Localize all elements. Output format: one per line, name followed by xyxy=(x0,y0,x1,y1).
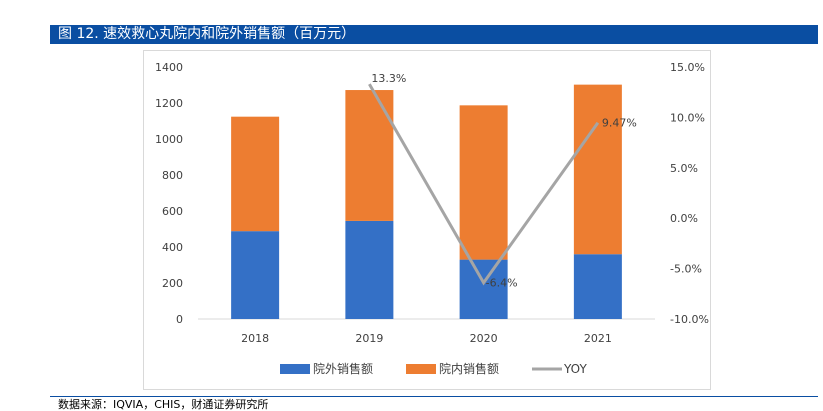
legend-label-outpatient: 院外销售额 xyxy=(313,361,373,376)
bar-inpatient-2021 xyxy=(573,84,622,255)
yoy-data-label: 9.47% xyxy=(602,117,637,130)
yoy-data-label: 13.3% xyxy=(371,72,406,85)
y-left-tick-label: 1400 xyxy=(155,61,183,74)
yoy-line xyxy=(368,83,600,286)
source-divider xyxy=(50,396,818,397)
y-left-tick-label: 400 xyxy=(162,241,183,254)
bar-outpatient-2020 xyxy=(459,259,508,319)
figure-title: 图 12. 速效救心丸院内和院外销售额（百万元） xyxy=(58,26,356,42)
chart-frame xyxy=(143,50,711,390)
y-right-tick-label: 0.0% xyxy=(670,212,698,225)
y-right-tick-label: 15.0% xyxy=(670,61,705,74)
x-tick-label: 2019 xyxy=(355,332,383,345)
source-note: 数据来源：IQVIA，CHIS，财通证券研究所 xyxy=(58,398,269,411)
y-left-tick-label: 800 xyxy=(162,169,183,182)
bar-outpatient-2021 xyxy=(573,254,622,319)
bar-outpatient-2019 xyxy=(345,220,394,319)
bar-outpatient-2018 xyxy=(231,231,280,319)
y-right-tick-label: -5.0% xyxy=(670,263,702,276)
legend-label-inpatient: 院内销售额 xyxy=(439,361,499,376)
x-tick-label: 2021 xyxy=(584,332,612,345)
figure-title-bar: 图 12. 速效救心丸院内和院外销售额（百万元） xyxy=(50,25,818,44)
y-left-tick-label: 1000 xyxy=(155,133,183,146)
y-left-tick-label: 0 xyxy=(176,313,183,326)
x-tick-label: 2018 xyxy=(241,332,269,345)
yoy-data-label: -6.4% xyxy=(486,277,518,290)
legend-label-yoy: YOY xyxy=(563,362,587,376)
x-tick-label: 2020 xyxy=(470,332,498,345)
bar-inpatient-2020 xyxy=(459,105,508,260)
legend-swatch-inpatient xyxy=(406,364,436,374)
y-left-tick-label: 600 xyxy=(162,205,183,218)
y-right-tick-label: 5.0% xyxy=(670,162,698,175)
bar-inpatient-2018 xyxy=(231,116,280,232)
bar-inpatient-2019 xyxy=(345,90,394,221)
y-left-tick-label: 1200 xyxy=(155,97,183,110)
legend-swatch-outpatient xyxy=(280,364,310,374)
y-right-tick-label: 10.0% xyxy=(670,111,705,124)
y-left-tick-label: 200 xyxy=(162,277,183,290)
y-right-tick-label: -10.0% xyxy=(670,313,709,326)
